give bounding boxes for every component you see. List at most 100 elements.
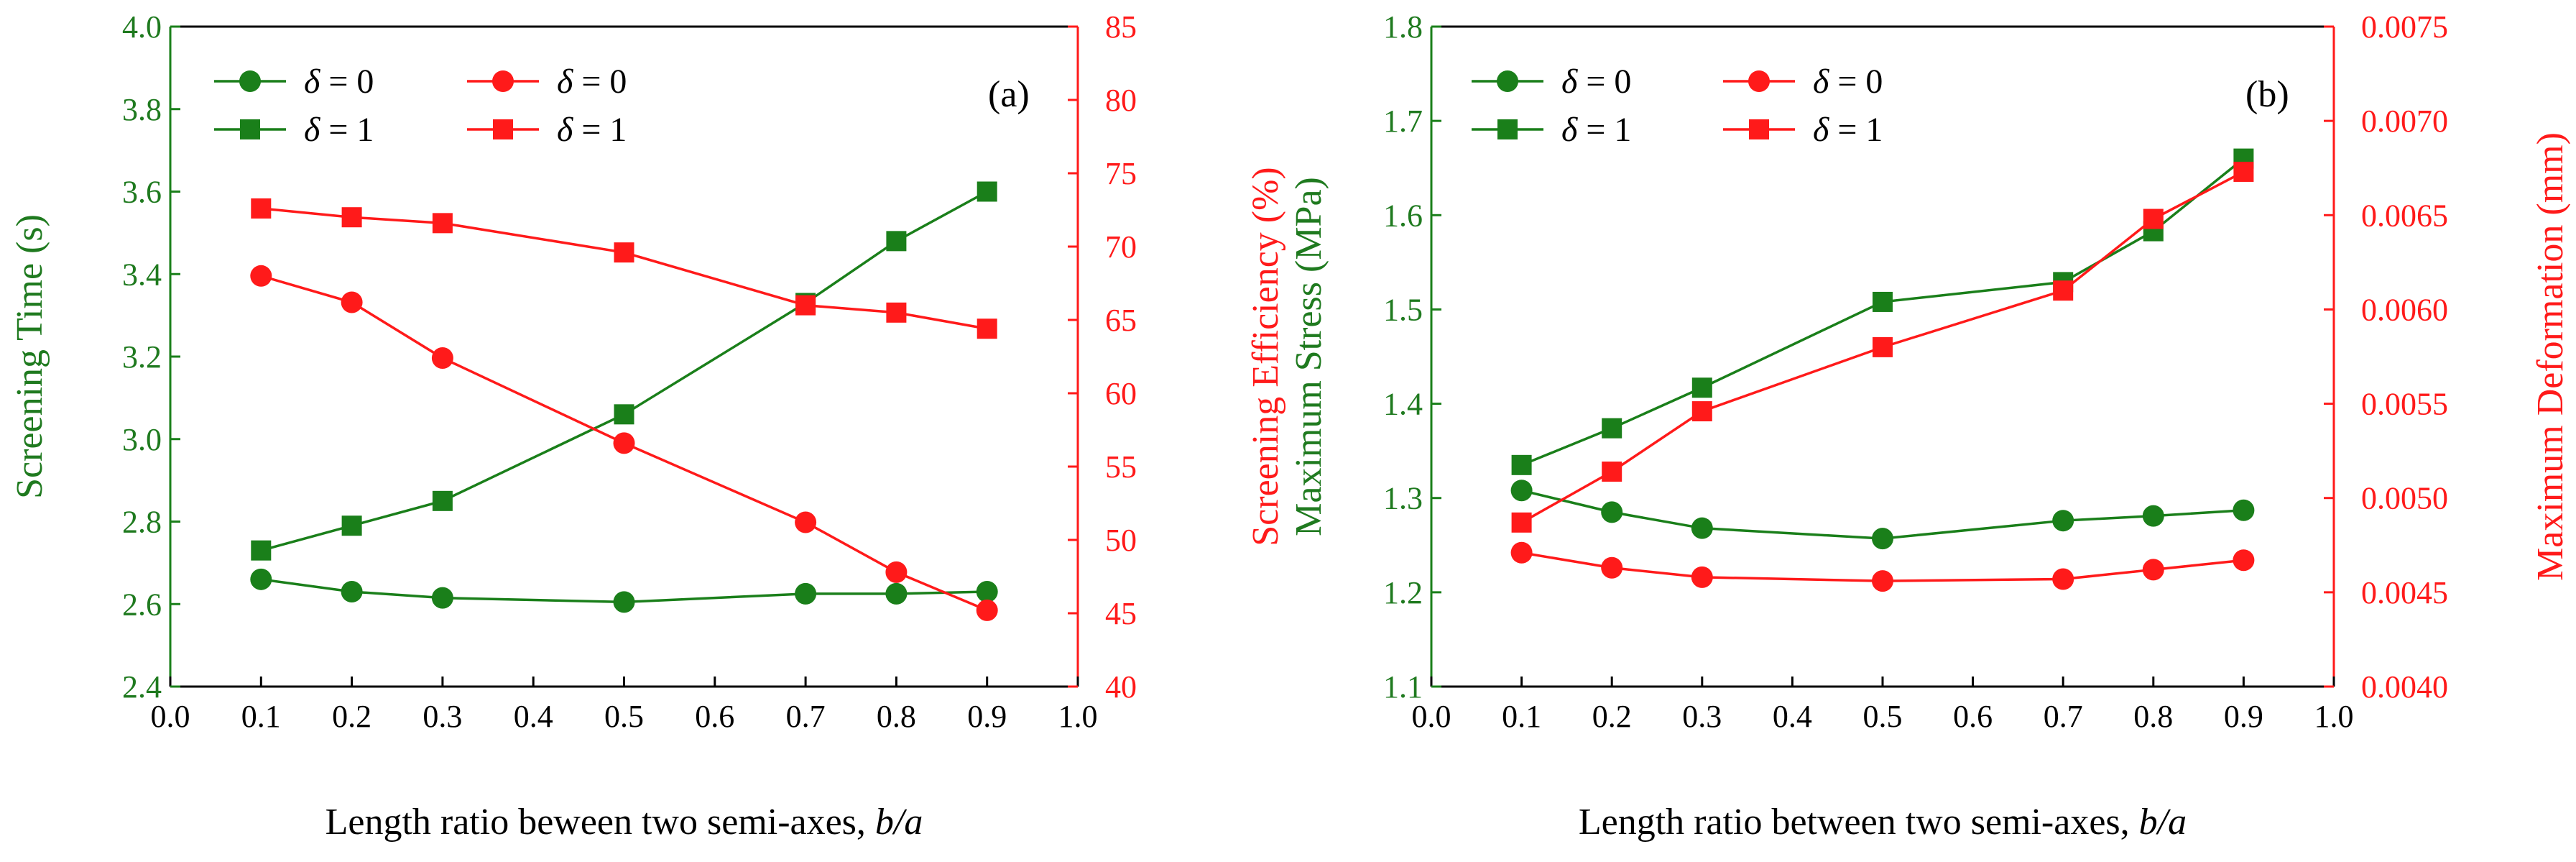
legend-label: δ = 1: [1813, 111, 1883, 149]
data-point: [795, 295, 816, 316]
x-tick-label: 1.0: [1058, 699, 1098, 734]
y-right-tick-label: 45: [1105, 596, 1137, 631]
x-tick-label: 0.1: [241, 699, 281, 734]
data-point: [795, 511, 817, 533]
legend-symbol: δ: [1561, 111, 1578, 149]
data-point: [1691, 401, 1712, 422]
legend-label: δ = 1: [1561, 111, 1631, 149]
series-line: [261, 207, 988, 330]
data-point: [1601, 501, 1623, 523]
data-point: [977, 318, 997, 339]
legend-symbol: δ: [1813, 111, 1829, 149]
y-left-tick-label: 1.3: [1383, 481, 1423, 516]
legend: δ = 0δ = 1δ = 0δ = 1: [214, 63, 627, 149]
x-tick-label: 0.2: [332, 699, 371, 734]
data-point: [2052, 510, 2074, 532]
data-point: [1691, 517, 1713, 539]
data-point: [2233, 499, 2255, 521]
y-left-tick-label: 1.7: [1383, 104, 1423, 139]
legend-value: = 0: [1577, 63, 1631, 101]
y-left-tick-label: 3.4: [122, 257, 162, 292]
x-tick-label: 0.6: [695, 699, 734, 734]
y-left-tick-label: 1.1: [1383, 669, 1423, 705]
legend: δ = 0δ = 1δ = 0δ = 1: [1472, 63, 1883, 149]
y-left-tick-label: 1.6: [1383, 198, 1423, 233]
y-left-tick-label: 1.2: [1383, 575, 1423, 610]
legend-marker: [240, 119, 260, 139]
y-right-tick-label: 0.0060: [2361, 292, 2448, 327]
data-point: [2233, 549, 2255, 572]
y-left-tick-label: 3.6: [122, 175, 162, 210]
data-point: [250, 568, 272, 590]
y-right-tick-label: 60: [1105, 376, 1137, 411]
chart-b: 0.0 0.1 0.2 0.3 0.4 0.5 0.6 0.7 0.8 0.9 1.0 1.1 1.2 1…: [1288, 9, 2571, 843]
series-green-square: [1511, 148, 2254, 475]
x-axis-label: Length ratio between two semi-axes, b/a: [1579, 802, 2187, 843]
y-left-tick-label: 1.8: [1383, 9, 1423, 45]
data-point: [1510, 541, 1533, 564]
legend-label: δ = 1: [304, 111, 374, 149]
y-right-tick-label: 50: [1105, 523, 1137, 558]
x-tick-label: 0.8: [2133, 699, 2173, 734]
data-point: [886, 231, 907, 252]
data-point: [341, 207, 362, 228]
data-point: [976, 581, 998, 603]
data-point: [432, 213, 453, 234]
y-left-tick-label: 1.4: [1383, 387, 1423, 422]
y-right-tick-label: 0.0040: [2361, 669, 2448, 705]
y-left-tick-label: 2.4: [122, 669, 162, 705]
data-point: [977, 181, 997, 202]
y-right-tick-label: 0.0065: [2361, 198, 2448, 233]
x-tick-label: 0.0: [1412, 699, 1451, 734]
series-red-circle: [1510, 541, 2255, 592]
series-green-square: [251, 181, 997, 561]
data-point: [1510, 480, 1533, 502]
data-point: [1511, 512, 1532, 533]
data-point: [2143, 208, 2164, 229]
legend-label: δ = 1: [557, 111, 627, 149]
legend-marker: [492, 70, 514, 92]
legend-item-green-circle: δ = 0: [1472, 63, 1631, 101]
data-point: [2142, 505, 2164, 527]
legend-marker: [1497, 119, 1518, 139]
data-point: [1691, 377, 1712, 398]
legend-value: = 1: [573, 111, 627, 149]
legend-marker: [1497, 70, 1518, 92]
data-point: [613, 432, 635, 454]
legend-item-red-square: δ = 1: [467, 111, 627, 149]
legend-value: = 1: [1577, 111, 1631, 149]
y-right-axis-label: Screening Efficiency (%): [1245, 167, 1286, 546]
x-tick-label: 0.8: [877, 699, 916, 734]
data-point: [1872, 570, 1893, 592]
legend-symbol: δ: [304, 63, 320, 101]
data-point: [1602, 418, 1622, 439]
y-left-tick-label: 1.5: [1383, 292, 1423, 327]
y-right-tick-label: 75: [1105, 156, 1137, 191]
y-right-tick-label: 65: [1105, 303, 1137, 338]
y-left-tick-label: 3.2: [122, 339, 162, 375]
series-red-square: [251, 198, 997, 339]
data-point: [614, 404, 634, 425]
y-left-axis-label: Maximum Stress (MPa): [1288, 177, 1329, 536]
y-right-tick-label: 70: [1105, 229, 1137, 265]
data-point: [341, 515, 362, 536]
y-left-tick-label: 4.0: [122, 9, 162, 45]
legend-item-red-circle: δ = 0: [1723, 63, 1883, 101]
x-axis-label-text: Length ratio beween two semi-axes,: [326, 802, 875, 843]
x-tick-label: 0.7: [2044, 699, 2083, 734]
x-axis-label-italic: b/a: [875, 802, 923, 843]
y-left-tick-label: 2.6: [122, 587, 162, 622]
y-right-tick-label: 85: [1105, 9, 1137, 45]
data-point: [341, 581, 363, 603]
legend-symbol: δ: [557, 63, 573, 101]
data-point: [1872, 528, 1893, 550]
legend-symbol: δ: [304, 111, 320, 149]
series-green-circle: [250, 568, 998, 613]
y-right-tick-label: 0.0075: [2361, 9, 2448, 45]
legend-item-red-square: δ = 1: [1723, 111, 1883, 149]
y-right-tick-label: 0.0070: [2361, 104, 2448, 139]
x-axis-label-text: Length ratio between two semi-axes,: [1579, 802, 2139, 843]
x-tick-label: 0.0: [151, 699, 190, 734]
x-tick-label: 0.4: [514, 699, 553, 734]
